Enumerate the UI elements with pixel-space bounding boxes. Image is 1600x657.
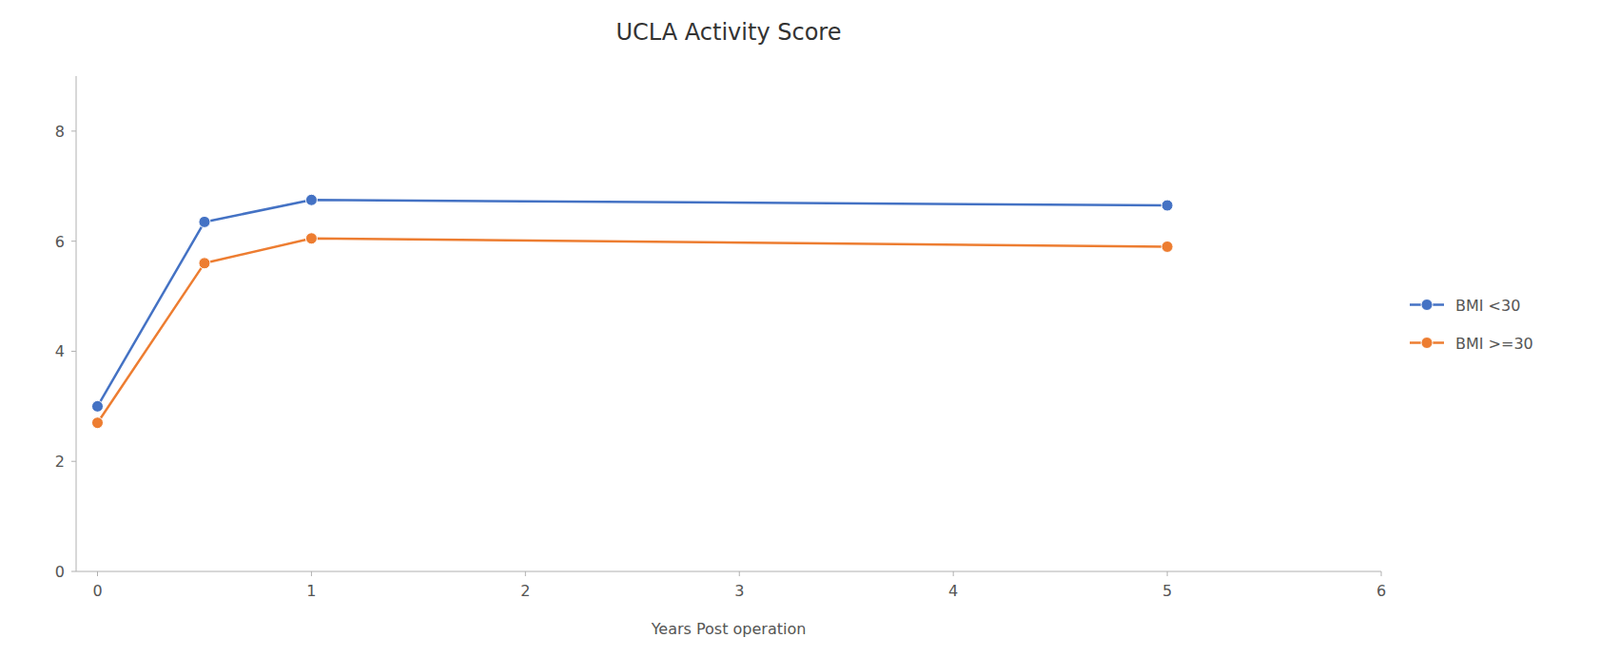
x-tick [97,571,98,577]
x-tick [739,571,741,577]
legend-marker [1421,337,1433,350]
series-point [198,215,211,228]
chart-svg: UCLA Activity Score 0 1 2 3 4 5 6 0 2 4 6 8 Years Pos… [0,0,1600,657]
plot-area [91,194,1173,429]
legend-marker [1421,299,1433,312]
legend: BMI <30 BMI >=30 [1409,296,1534,353]
series-point [305,194,317,206]
series-point [91,400,103,412]
y-tick-label: 2 [55,452,65,471]
x-tick-label: 3 [734,582,744,601]
x-tick-label: 6 [1376,582,1386,601]
x-tick [953,571,955,577]
y-tick-label: 6 [55,233,65,252]
series-line [97,199,1168,407]
chart-container: UCLA Activity Score 0 1 2 3 4 5 6 0 2 4 6 8 Years Pos… [0,0,1600,657]
x-tick-label: 2 [520,582,530,601]
x-tick-label: 4 [948,582,958,601]
y-tick [71,461,77,463]
series-point [91,417,103,430]
series-point [1161,240,1173,253]
series-point [198,257,211,270]
legend-label: BMI >=30 [1455,334,1534,353]
x-axis-line [76,571,1382,573]
y-tick-label: 8 [55,122,65,141]
series-line [97,238,1168,424]
x-tick [311,571,313,577]
y-tick [71,240,77,242]
series-point [305,233,317,245]
x-tick [1381,571,1383,577]
y-tick-label: 4 [55,342,65,361]
legend-label: BMI <30 [1455,296,1521,315]
x-axis-label: Years Post operation [650,620,807,639]
x-tick [1167,571,1169,577]
y-tick [71,351,77,352]
y-tick [71,571,77,573]
y-tick-label: 0 [55,563,65,582]
y-axis-line [76,76,78,572]
x-tick-label: 1 [306,582,316,601]
y-tick [71,130,77,132]
x-tick-label: 0 [92,582,102,601]
chart-title: UCLA Activity Score [616,19,842,46]
series-point [1161,199,1173,212]
x-tick [525,571,527,577]
x-tick-label: 5 [1162,582,1172,601]
